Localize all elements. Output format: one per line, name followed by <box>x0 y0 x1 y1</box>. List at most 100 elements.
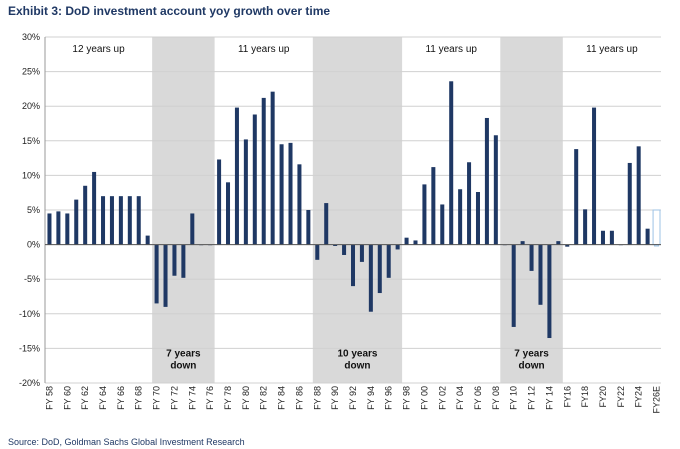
x-tick-label: FY 82 <box>259 386 269 410</box>
x-tick-label: FY 98 <box>402 386 412 410</box>
x-tick-label: FY22 <box>616 386 626 408</box>
bars <box>47 81 660 339</box>
x-tick-label: FY 58 <box>44 386 54 410</box>
bar <box>172 244 177 276</box>
y-tick-label: 10% <box>22 170 40 180</box>
x-tick-label: FY 92 <box>348 386 358 410</box>
bar <box>163 244 168 307</box>
x-tick-label: FY16 <box>562 386 572 408</box>
bar <box>243 139 248 245</box>
down-period-label: down <box>344 360 370 371</box>
x-tick-label: FY 72 <box>169 386 179 410</box>
x-tick-label: FY 00 <box>419 386 429 410</box>
bar <box>118 196 123 245</box>
bar <box>574 149 579 245</box>
bar <box>458 189 463 245</box>
bar <box>56 211 61 245</box>
x-tick-label: FY24 <box>634 386 644 408</box>
x-tick-label: FY 76 <box>205 386 215 410</box>
bar <box>145 235 150 245</box>
x-tick-label: FY 08 <box>491 386 501 410</box>
y-tick-label: 30% <box>22 32 40 42</box>
y-tick-label: 20% <box>22 101 40 111</box>
x-tick-label: FY 62 <box>80 386 90 410</box>
up-period-label: 11 years up <box>425 44 477 55</box>
bar <box>529 244 534 271</box>
x-tick-label: FY 66 <box>116 386 126 410</box>
bar <box>467 162 472 245</box>
bar <box>288 142 293 245</box>
bar <box>609 230 614 245</box>
bar <box>279 144 284 245</box>
bar <box>226 182 231 245</box>
bar <box>261 97 266 245</box>
bar <box>74 199 79 245</box>
bar <box>315 244 320 260</box>
x-tick-label: FY 80 <box>241 386 251 410</box>
y-tick-label: -20% <box>19 378 40 388</box>
x-tick-label: FY 86 <box>294 386 304 410</box>
bar <box>217 159 222 245</box>
bar <box>520 241 525 245</box>
x-tick-label: FY20 <box>598 386 608 408</box>
bar <box>600 230 605 245</box>
x-tick-label: FY 64 <box>98 386 108 410</box>
x-tick-label: FY 84 <box>277 386 287 410</box>
x-tick-label: FY 94 <box>366 386 376 410</box>
bar <box>395 244 400 250</box>
bar <box>440 204 445 245</box>
x-tick-label: FY 02 <box>437 386 447 410</box>
down-period-label: down <box>518 360 544 371</box>
bar <box>359 244 364 262</box>
y-tick-label: 0% <box>27 240 40 250</box>
bar <box>324 203 329 245</box>
bar <box>627 162 632 245</box>
y-axis-ticks: 30% 25% 20% 15% 10% 5% 0% -5% -10% -15% -20% <box>19 32 40 388</box>
x-tick-label: FY 90 <box>330 386 340 410</box>
bar <box>547 244 552 339</box>
x-tick-label: FY 14 <box>544 386 554 410</box>
x-tick-label: FY 96 <box>384 386 394 410</box>
bar <box>350 244 356 287</box>
x-tick-label: FY 10 <box>509 386 519 410</box>
bar <box>252 114 257 245</box>
x-tick-label: FY 78 <box>223 386 233 410</box>
bar <box>333 244 338 246</box>
bar <box>270 91 275 245</box>
y-tick-label: 25% <box>22 67 40 77</box>
bar <box>565 244 570 247</box>
estimate-outline <box>652 209 661 246</box>
y-tick-label: 15% <box>22 136 40 146</box>
bar <box>47 213 52 245</box>
x-tick-label: FY 06 <box>473 386 483 410</box>
down-period-label: 10 years <box>337 348 377 359</box>
zero-axis <box>44 37 661 383</box>
bar <box>377 244 382 294</box>
bar <box>484 117 489 245</box>
bar <box>413 240 418 245</box>
x-tick-label: FY26E <box>652 386 662 414</box>
up-period-label: 11 years up <box>238 44 290 55</box>
bar <box>431 167 436 245</box>
bar <box>101 196 106 245</box>
x-tick-label: FY 60 <box>62 386 72 410</box>
y-tick-label: 5% <box>27 205 40 215</box>
bar <box>422 184 427 245</box>
x-tick-label: FY 88 <box>312 386 322 410</box>
x-tick-label: FY18 <box>580 386 590 408</box>
bar <box>306 210 311 245</box>
bar <box>190 213 195 245</box>
bar <box>368 244 373 312</box>
up-period-label: 11 years up <box>586 44 638 55</box>
bar <box>127 196 132 245</box>
down-period-label: 7 years <box>166 348 201 359</box>
bar <box>297 164 302 245</box>
bar <box>181 244 186 278</box>
bar <box>493 135 498 245</box>
x-tick-label: FY 70 <box>152 386 162 410</box>
x-axis-ticks: FY 58 FY 60 FY 62 FY 64 FY 66 FY 68 FY 70 FY 72… <box>44 386 661 414</box>
bar <box>342 244 347 255</box>
source-note: Source: DoD, Goldman Sachs Global Invest… <box>8 437 245 447</box>
bar <box>583 209 588 245</box>
bar <box>92 171 97 245</box>
